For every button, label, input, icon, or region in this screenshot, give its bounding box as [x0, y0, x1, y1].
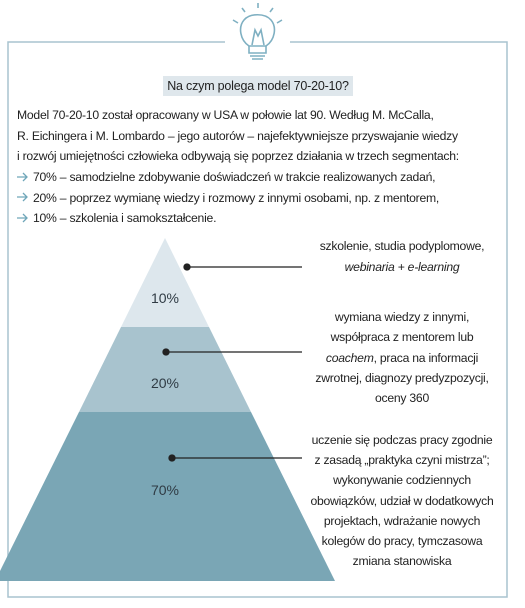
percent-label: 20%: [150, 375, 180, 391]
bullet-item: 70% – samodzielne zdobywanie doświadczeń…: [33, 170, 436, 184]
text-segment: szkolenie, studia podyplomowe,: [319, 239, 485, 253]
description-line: z zasadą „praktyka czyni mistrza”;: [314, 452, 489, 468]
bulb-icon: [232, 3, 283, 60]
text-segment: projektach, wdrażanie nowych: [323, 513, 481, 528]
text-segment: zwrotnej, diagnozy predyzpozycji,: [315, 370, 489, 385]
description-line: uczenie się podczas pracy zgodnie: [312, 432, 493, 448]
description-line: oceny 360: [375, 390, 429, 406]
text-segment: wymiana wiedzy z innymi,: [334, 310, 470, 324]
text-segment: z zasadą „praktyka czyni mistrza”;: [314, 453, 490, 468]
frame: [7, 41, 508, 598]
text-segment: oceny 360: [375, 391, 429, 406]
description-line: projektach, wdrażanie nowych: [323, 513, 481, 529]
title: Na czym polega model 70-20-10?: [163, 76, 353, 96]
text-segment: coachem: [325, 350, 374, 365]
text-segment: obowiązków, udział w dodatkowych: [310, 493, 494, 508]
text-segment: wykonywanie codziennych: [333, 473, 471, 488]
description-line: coachem, praca na informacji: [326, 350, 478, 366]
description-line: webinaria + e-learning: [345, 259, 460, 275]
intro-line: i rozwój umiejętności człowieka odbywają…: [17, 149, 459, 163]
description-line: współpraca z mentorem lub: [331, 329, 474, 345]
bullet-item: 20% – poprzez wymianę wiedzy i rozmowy z…: [33, 190, 440, 205]
description-line: zmiana stanowiska: [353, 553, 452, 569]
pyramid-level: [0, 412, 335, 581]
text-segment: , praca na informacji: [373, 350, 479, 365]
text-segment: współpraca z mentorem lub: [330, 330, 474, 345]
description-line: kolegów do pracy, tymczasowa: [322, 533, 483, 549]
bullet-arrows: [17, 172, 28, 223]
pyramid: [0, 238, 335, 581]
intro-line: R. Eichingera i M. Lombardo – jego autor…: [17, 128, 458, 143]
percent-label: 10%: [150, 290, 180, 306]
description-line: obowiązków, udział w dodatkowych: [310, 493, 493, 509]
description-line: szkolenie, studia podyplomowe,: [320, 238, 485, 254]
description-line: zwrotnej, diagnozy predyzpozycji,: [315, 370, 489, 386]
pyramid-level: [79, 327, 251, 412]
text-segment: uczenie się podczas pracy zgodnie: [311, 433, 493, 447]
pyramid-level: [121, 238, 209, 327]
bullet-item: 10% – szkolenia i samokształcenie.: [33, 211, 217, 225]
text-segment: kolegów do pracy, tymczasowa: [321, 534, 483, 548]
leaders: [162, 263, 302, 462]
text-segment: webinaria + e-learning: [344, 260, 460, 274]
description-line: wymiana wiedzy z innymi,: [335, 309, 469, 325]
intro-line: Model 70-20-10 został opracowany w USA w…: [17, 108, 434, 122]
description-line: wykonywanie codziennych: [333, 472, 471, 488]
percent-label: 70%: [150, 482, 180, 498]
text-segment: zmiana stanowiska: [352, 554, 452, 569]
